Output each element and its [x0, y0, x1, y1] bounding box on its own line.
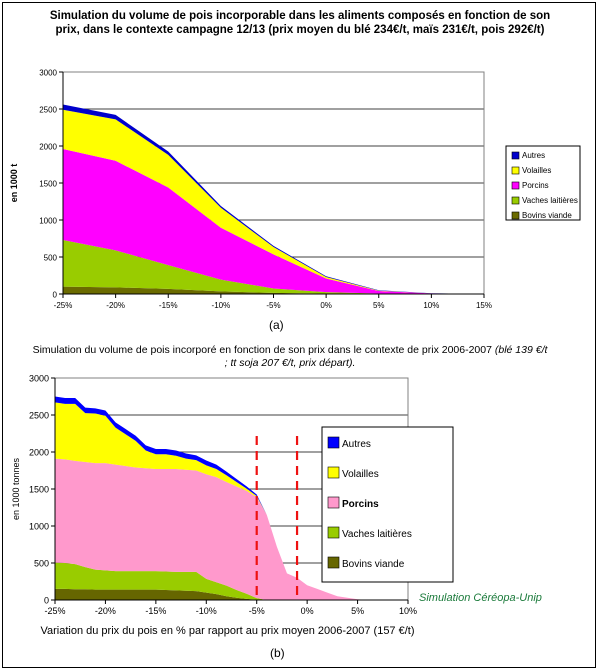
x-tick-label: 10%: [423, 301, 439, 310]
area-bovins-viande: [55, 588, 368, 600]
x-tick-label: 5%: [373, 301, 385, 310]
area-volailles: [63, 109, 484, 295]
chart-b-title-main: Simulation du volume de pois incorporé e…: [32, 344, 492, 356]
legend-label-vaches-laitieres: Vaches laitières: [522, 196, 578, 205]
x-tick-label: 10%: [399, 606, 417, 616]
legend-swatch-porcins: [327, 496, 340, 509]
x-tick-label: 0%: [301, 606, 314, 616]
legend-swatch-vaches-laitieres: [327, 526, 340, 539]
x-tick-label: -25%: [54, 301, 73, 310]
y-tick-label: 0: [53, 291, 58, 300]
legend-swatch-bovins-viande: [511, 211, 520, 220]
y-tick-label: 2500: [29, 411, 49, 421]
legend-swatch-volailles: [327, 466, 340, 479]
area-bovins-viande: [63, 286, 484, 294]
legend-label-vaches-laitieres: Vaches laitières: [342, 529, 412, 540]
legend-label-bovins-viande: Bovins viande: [522, 211, 572, 220]
y-tick-label: 2000: [39, 143, 57, 152]
legend-label-autres: Autres: [522, 151, 545, 160]
y-tick-label: 1000: [29, 522, 49, 532]
area-vaches-laitieres: [63, 239, 484, 294]
y-tick-label: 3000: [29, 374, 49, 384]
x-tick-label: -20%: [95, 606, 116, 616]
y-tick-label: 500: [34, 559, 49, 569]
area-volailles: [55, 402, 368, 600]
x-axis-label: Variation du prix du pois en % par rappo…: [40, 625, 414, 637]
x-tick-label: -10%: [212, 301, 231, 310]
area-porcins: [55, 458, 368, 600]
y-axis-label: en 1000 tonnes: [11, 457, 21, 520]
y-tick-label: 2000: [29, 448, 49, 458]
y-tick-label: 1500: [29, 485, 49, 495]
y-axis-label: en 1000 t: [9, 164, 19, 203]
legend-label-autres: Autres: [342, 439, 371, 450]
x-tick-label: -15%: [145, 606, 166, 616]
y-tick-label: 0: [44, 596, 49, 606]
y-tick-label: 2500: [39, 106, 57, 115]
area-vaches-laitieres: [55, 562, 368, 600]
legend-label-volailles: Volailles: [522, 166, 551, 175]
x-tick-label: -25%: [44, 606, 65, 616]
x-tick-label: -10%: [196, 606, 217, 616]
y-tick-label: 3000: [39, 69, 57, 78]
chart-b-caption: (b): [270, 646, 285, 660]
legend-swatch-autres: [511, 151, 520, 160]
chart-b-title-note: (blé 139 €/t ; tt soja 207 €/t, prix dép…: [224, 344, 548, 369]
x-tick-label: 5%: [351, 606, 364, 616]
area-autres: [63, 104, 484, 294]
y-tick-label: 1500: [39, 180, 57, 189]
legend-label-porcins: Porcins: [522, 181, 549, 190]
x-tick-label: -15%: [159, 301, 178, 310]
legend-swatch-volailles: [511, 166, 520, 175]
legend-swatch-bovins-viande: [327, 556, 340, 569]
chart-b-title: Simulation du volume de pois incorporé e…: [30, 344, 550, 370]
simulation-credit: Simulation Céréopa-Unip: [419, 592, 542, 604]
legend-label-volailles: Volailles: [342, 469, 379, 480]
legend-label-porcins: Porcins: [342, 499, 379, 510]
chart-a-caption: (a): [269, 318, 284, 332]
chart-a: 0 500 1000 1500 2000 2500 3000 -25% -20% -15% -10%…: [9, 69, 581, 310]
x-tick-label: 0%: [320, 301, 332, 310]
legend-swatch-porcins: [511, 181, 520, 190]
legend-label-bovins-viande: Bovins viande: [342, 559, 405, 570]
y-tick-label: 1000: [39, 217, 57, 226]
x-tick-label: -5%: [249, 606, 265, 616]
legend: [321, 426, 454, 583]
area-porcins: [63, 148, 484, 294]
chart-a-title: Simulation du volume de pois incorporabl…: [49, 10, 551, 36]
legend-swatch-autres: [327, 436, 340, 449]
x-tick-label: 15%: [476, 301, 492, 310]
legend-swatch-vaches-laitieres: [511, 196, 520, 205]
x-tick-label: -20%: [106, 301, 125, 310]
y-tick-label: 500: [44, 254, 58, 263]
x-tick-label: -5%: [266, 301, 280, 310]
